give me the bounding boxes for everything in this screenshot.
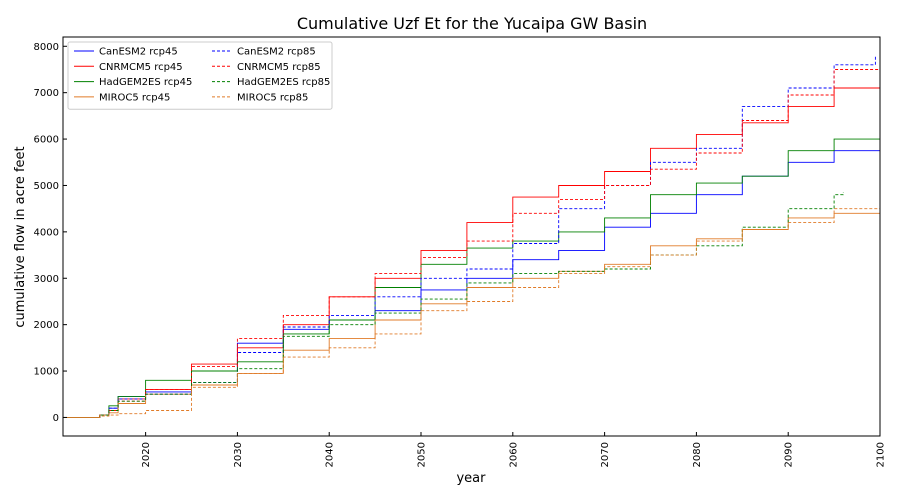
- series-line-7: [63, 199, 880, 418]
- x-tick-label-1: 2030: [233, 442, 244, 467]
- y-tick-label-7: 7000: [34, 88, 59, 99]
- series-line-2: [63, 125, 880, 418]
- x-axis-title: year: [456, 471, 486, 486]
- axes: 2020 2030 2040 2050 2060 2070 2080 2090 2100 0 100…: [34, 36, 887, 467]
- y-tick-label-4: 4000: [34, 227, 59, 238]
- series-line-5: [63, 55, 880, 418]
- x-tick-label-5: 2070: [600, 442, 611, 467]
- series-line-3: [63, 197, 880, 418]
- x-tick-label-3: 2050: [417, 442, 428, 467]
- x-tick-label-7: 2090: [784, 442, 795, 467]
- legend-label-2: HadGEM2ES rcp45: [99, 77, 192, 88]
- legend-label-5: CNRMCM5 rcp85: [237, 62, 321, 73]
- plot-frame: [62, 36, 881, 437]
- x-tick-label-8: 2100: [876, 442, 887, 467]
- series-line-0: [63, 141, 880, 418]
- y-tick-label-6: 6000: [34, 135, 59, 146]
- y-tick-label-0: 0: [53, 413, 59, 424]
- y-tick-label-1: 1000: [34, 367, 59, 378]
- series-line-4: [63, 55, 876, 418]
- y-tick-label-5: 5000: [34, 181, 59, 192]
- legend-box: [67, 41, 333, 110]
- y-tick-label-2: 2000: [34, 320, 59, 331]
- series-line-1: [63, 71, 880, 418]
- x-tick-label-4: 2060: [508, 442, 519, 467]
- legend-label-7: MIROC5 rcp85: [237, 92, 308, 103]
- y-tick-label-8: 8000: [34, 42, 59, 53]
- x-tick-label-0: 2020: [141, 442, 152, 467]
- legend-label-1: CNRMCM5 rcp45: [99, 62, 183, 73]
- legend-label-4: CanESM2 rcp85: [237, 47, 316, 58]
- plot-area: [63, 55, 880, 418]
- legend: CanESM2 rcp45 CNRMCM5 rcp45 HadGEM2ES rcp4…: [67, 41, 333, 110]
- legend-label-0: CanESM2 rcp45: [99, 47, 178, 58]
- x-tick-label-6: 2080: [692, 442, 703, 467]
- legend-label-6: HadGEM2ES rcp85: [237, 77, 330, 88]
- legend-label-3: MIROC5 rcp45: [99, 92, 170, 103]
- y-tick-label-3: 3000: [34, 274, 59, 285]
- x-tick-label-2: 2040: [325, 442, 336, 467]
- y-axis-title: cumulative flow in acre feet: [13, 146, 28, 327]
- chart-title: Cumulative Uzf Et for the Yucaipa GW Bas…: [297, 14, 647, 33]
- series-line-6: [63, 192, 844, 418]
